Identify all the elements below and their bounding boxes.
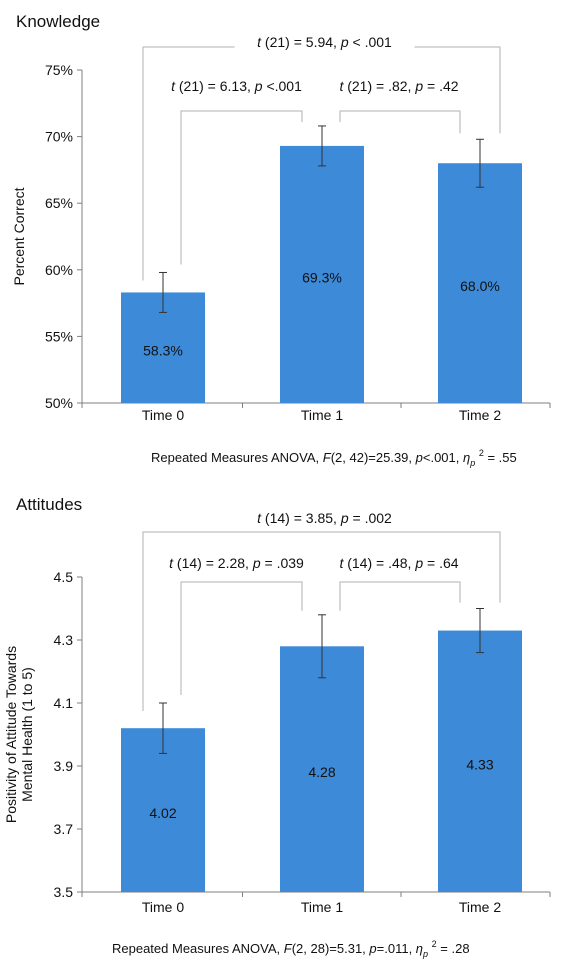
- data-label: 4.28: [308, 764, 335, 780]
- bar: [280, 145, 364, 403]
- x-tick-label: Time 0: [142, 899, 184, 915]
- x-tick-label: Time 2: [459, 899, 501, 915]
- y-tick-label: 3.9: [54, 758, 74, 774]
- knowledge-chart: Knowledge 50% 55% 60% 65% 70% 75% Percent Corre…: [11, 12, 551, 468]
- bracket-time1-time2: [339, 581, 461, 611]
- comparison-label-time0-time1: t (21) = 6.13, p <.001: [171, 78, 302, 94]
- y-tick-label: 55%: [45, 328, 73, 344]
- y-tick-label: 4.1: [54, 695, 74, 711]
- y-tick-label: 3.5: [54, 884, 74, 900]
- data-label: 4.33: [466, 756, 493, 772]
- data-label: 4.02: [149, 805, 176, 821]
- anova-footnote: Repeated Measures ANOVA, F(2, 42)=25.39,…: [151, 448, 517, 468]
- y-tick-label: 4.3: [54, 632, 74, 648]
- y-tick-label: 50%: [45, 395, 73, 411]
- comparison-label-time1-time2: t (14) = .48, p = .64: [339, 555, 458, 571]
- attitudes-chart: Attitudes 3.5 3.7 3.9 4.1 4.3 4.5 Positivity of…: [3, 495, 551, 959]
- label-backing: [234, 33, 415, 53]
- y-axis-label: Percent Correct: [11, 187, 27, 285]
- data-label: 68.0%: [460, 278, 500, 294]
- label-backing: [234, 509, 415, 529]
- bracket-time0-time2: [142, 531, 501, 711]
- bracket-time0-time1: [180, 110, 303, 265]
- bracket-time0-time1: [180, 581, 303, 695]
- y-axis-label: Mental Health (1 to 5): [19, 667, 35, 802]
- data-label: 69.3%: [302, 269, 342, 285]
- comparison-label-time0-time2: t (21) = 5.94, p < .001: [257, 34, 392, 50]
- y-axis-label: Positivity of Attitude Towards: [3, 646, 19, 823]
- y-tick-label: 75%: [45, 62, 73, 78]
- x-tick-label: Time 0: [142, 407, 184, 423]
- bar: [280, 646, 364, 892]
- y-tick-label: 70%: [45, 129, 73, 145]
- y-tick-label: 3.7: [54, 821, 74, 837]
- y-tick-label: 65%: [45, 195, 73, 211]
- bracket-time1-time2: [339, 110, 461, 134]
- x-tick-label: Time 2: [459, 407, 501, 423]
- comparison-label-time1-time2: t (21) = .82, p = .42: [339, 78, 458, 94]
- x-tick-label: Time 1: [301, 407, 343, 423]
- data-label: 58.3%: [143, 343, 183, 359]
- bar: [438, 630, 522, 892]
- chart-title: Attitudes: [16, 495, 82, 514]
- x-tick-label: Time 1: [301, 899, 343, 915]
- chart-title: Knowledge: [16, 12, 100, 31]
- bar: [121, 728, 205, 892]
- anova-footnote: Repeated Measures ANOVA, F(2, 28)=5.31, …: [112, 939, 470, 959]
- bar: [438, 163, 522, 403]
- comparison-label-time0-time2: t (14) = 3.85, p = .002: [257, 510, 392, 526]
- y-tick-label: 60%: [45, 262, 73, 278]
- y-tick-label: 4.5: [54, 569, 74, 585]
- comparison-label-time0-time1: t (14) = 2.28, p = .039: [169, 555, 304, 571]
